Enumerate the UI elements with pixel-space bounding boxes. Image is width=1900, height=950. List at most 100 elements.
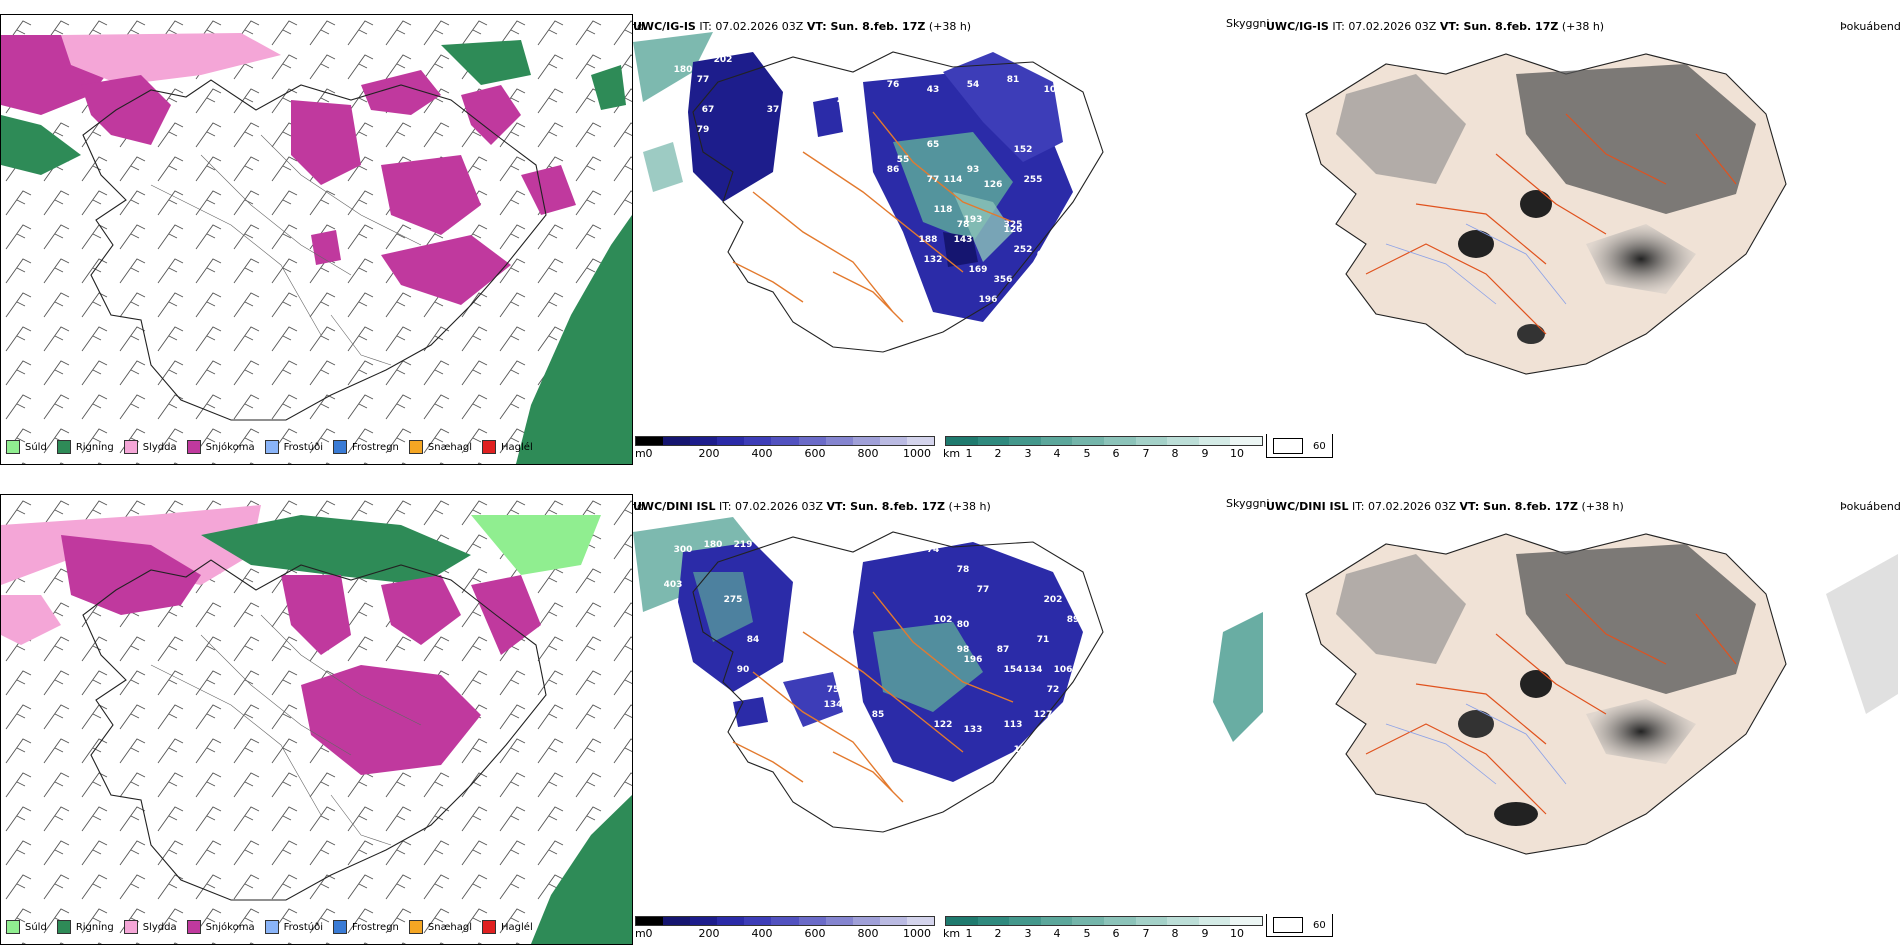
cbar-height-unit: m <box>635 447 646 460</box>
cbar-height-bar <box>635 436 935 446</box>
cloud-height-label: 71 <box>1037 635 1050 645</box>
cloud-height-label: 84 <box>747 635 760 645</box>
cloud-height-label: 325 <box>1004 220 1023 230</box>
cloud-height-label: 127 <box>1034 710 1053 720</box>
legend-item-haglel: Haglél <box>482 440 533 454</box>
legend-swatch <box>482 920 497 934</box>
legend-item-snjokoma: Snjókoma <box>186 920 255 934</box>
cloud-height-label: 196 <box>979 295 998 305</box>
legend-item-frostregn: Frostregn <box>333 920 399 934</box>
cloud-height-label: 210 <box>664 120 683 130</box>
legend-item-snaehagl: Snæhagl <box>408 440 472 454</box>
legend-item-sudl: Súld <box>6 440 47 454</box>
cloud-height-label: 166 <box>1014 745 1033 755</box>
cloud-height-label: 43 <box>927 85 940 95</box>
cbar-visibility-unit: km <box>943 927 961 940</box>
precip-map-svg <box>1 495 632 944</box>
legend-swatch <box>333 440 347 454</box>
cloud-height-label: 109 <box>1044 85 1063 95</box>
legend-item-slydda: Slydda <box>123 440 177 454</box>
cloud-height-label: 106 <box>1054 665 1073 675</box>
cloud-height-label: 98 <box>957 645 970 655</box>
legend-swatch <box>408 920 423 934</box>
legend-swatch <box>56 440 71 454</box>
cbar-visibility-bar <box>945 436 1263 446</box>
legend-swatch <box>56 920 71 934</box>
precip-map-svg <box>1 15 632 464</box>
fog-map-svg <box>1305 53 1787 375</box>
cloud-height-label: 356 <box>994 275 1013 285</box>
cloud-label: Skyggni <box>1226 497 1270 510</box>
precip-type-map <box>0 14 633 465</box>
cloud-height-label: 72 <box>1047 685 1060 695</box>
cloud-height-label: 67 <box>702 105 715 115</box>
cloud-height-label: 24 <box>837 95 850 105</box>
cloud-height-label: 86 <box>887 165 900 175</box>
legend-swatch <box>264 920 279 934</box>
cloud-height-label: 84 <box>852 250 865 260</box>
cloud-height-label: 77 <box>977 585 990 595</box>
cloud-height-label: 76 <box>887 80 900 90</box>
cloud-height-label: 81 <box>1007 75 1020 85</box>
legend-swatch <box>482 440 497 454</box>
cloud-height-label: 79 <box>1057 260 1070 270</box>
cloud-height-label: 118 <box>934 205 953 215</box>
cloud-height-label: 113 <box>1004 720 1023 730</box>
cbar-height: m 0 200 400 600 800 1000 <box>635 436 935 460</box>
legend-swatch <box>186 440 201 454</box>
legend-item-slydda: Slydda <box>123 920 177 934</box>
cbar-height-unit: m <box>635 927 646 940</box>
fog-legend-item: 60 <box>1267 435 1332 457</box>
legend-swatch <box>123 440 138 454</box>
precip-legend: Súld Rigning Slydda Snjókoma Frostúði Fr… <box>6 440 533 454</box>
cloud-height-label: 275 <box>724 595 743 605</box>
legend-swatch <box>186 920 201 934</box>
panel-title: UWC/IG-IS IT: 07.02.2026 03Z VT: Sun. 8.… <box>1266 20 1605 33</box>
legend-item-frostudi: Frostúði <box>264 920 323 934</box>
cloud-height-label: 77 <box>927 175 940 185</box>
cloud-height-label: 87 <box>997 645 1010 655</box>
cbar-visibility: km 1 2 3 4 5 6 7 8 9 10 <box>943 436 1263 460</box>
cloud-height-label: 196 <box>964 655 983 665</box>
legend-swatch <box>264 440 279 454</box>
cloud-height-label: 252 <box>1014 245 1033 255</box>
legend-swatch <box>408 440 423 454</box>
cloud-height-label: 143 <box>954 235 973 245</box>
cloud-height-label: 142 <box>669 95 688 105</box>
cloud-height-label: 219 <box>734 540 753 550</box>
cloud-height-label: 78 <box>957 220 970 230</box>
legend-swatch <box>123 920 138 934</box>
cloud-height-label: 193 <box>964 215 983 225</box>
legend-swatch <box>333 920 347 934</box>
cloud-height-label: 403 <box>664 580 683 590</box>
legend-swatch <box>6 440 20 454</box>
cloud-map: 300 180 219 403 275 84 90 86 74 78 102 80 77 98 196 87 1… <box>633 512 1263 917</box>
cloud-height-label: 63 <box>1037 250 1050 260</box>
fog-label: Þokuábendi <box>1840 500 1900 513</box>
cloud-height-label: 154 <box>1004 665 1023 675</box>
cloud-height-label: 202 <box>1044 595 1063 605</box>
cbar-visibility-unit: km <box>943 447 961 460</box>
cloud-height-label: 114 <box>944 175 963 185</box>
cloud-height-label: 79 <box>697 125 710 135</box>
precip-legend: Súld Rigning Slydda Snjókoma Frostúði Fr… <box>6 920 533 934</box>
cloud-height-label: 180 <box>704 540 723 550</box>
legend-item-rigning: Rigning <box>56 440 114 454</box>
cloud-height-label: 89 <box>1067 615 1080 625</box>
cloud-height-label: 74 <box>927 545 940 555</box>
cloud-height-label: 37 <box>767 105 780 115</box>
cloud-height-label: 126 <box>1004 225 1023 235</box>
cbar-visibility: km 1 2 3 4 5 6 7 8 9 10 <box>943 916 1263 940</box>
panel-title: UWC/DINI ISL IT: 07.02.2026 03Z VT: Sun.… <box>633 500 991 513</box>
cbar-visibility-ticks: km 1 2 3 4 5 6 7 8 9 10 <box>943 447 1244 460</box>
legend-swatch <box>6 920 20 934</box>
cloud-height-label: 126 <box>984 180 1003 190</box>
cloud-height-label: 77 <box>697 75 710 85</box>
cloud-height-label: 75 <box>827 685 840 695</box>
cbar-height: m 0 200 400 600 800 1000 <box>635 916 935 940</box>
cbar-height-bar <box>635 916 935 926</box>
cbar-visibility-ticks: km 1 2 3 4 5 6 7 8 9 10 <box>943 927 1244 940</box>
cloud-map: 202 77 180 142 67 79 210 37 24 76 43 54 81 109 55 86 77 1… <box>633 32 1263 432</box>
legend-item-frostregn: Frostregn <box>333 440 399 454</box>
